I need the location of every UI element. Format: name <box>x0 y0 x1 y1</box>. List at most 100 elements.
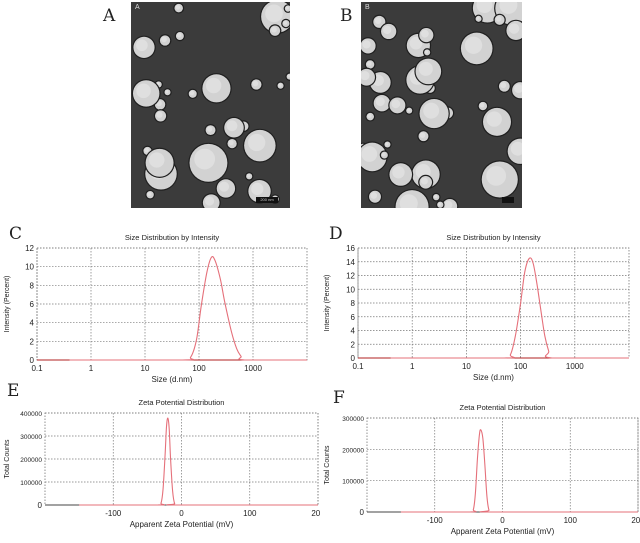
x-tick-label: 200 <box>631 516 640 525</box>
x-tick-label: 0.1 <box>352 362 364 371</box>
particle-highlight <box>409 36 423 50</box>
particle-highlight <box>444 200 453 208</box>
micrograph-b-scale-bar <box>502 197 514 203</box>
particle-highlight <box>136 83 151 99</box>
particle-highlight <box>508 23 520 34</box>
particle-highlight <box>219 181 230 192</box>
particle-highlight <box>246 174 251 178</box>
particle-highlight <box>283 20 288 25</box>
tem-micrograph-b: B <box>361 2 522 208</box>
panel-letter-a: A <box>103 6 116 26</box>
particle-highlight <box>437 202 442 206</box>
y-tick-label: 200000 <box>342 447 364 454</box>
x-axis-label: Apparent Zeta Potential (mV) <box>130 520 234 529</box>
y-tick-label: 0 <box>30 356 35 365</box>
particle-highlight <box>205 77 222 94</box>
particle-highlight <box>189 90 195 96</box>
particle-highlight <box>510 141 522 156</box>
series-line <box>390 257 629 359</box>
particle-highlight <box>486 165 507 186</box>
panel-letter-e: E <box>7 381 20 401</box>
x-tick-label: 0 <box>179 509 184 518</box>
particle-highlight <box>147 191 152 197</box>
x-tick-label: 100 <box>514 362 528 371</box>
y-tick-label: 4 <box>351 327 356 336</box>
micrograph-b-tag: B <box>365 4 370 11</box>
y-tick-label: 10 <box>346 285 355 294</box>
chart-zeta-potential-e: Zeta Potential Distribution -100 0 100 200 0 1… <box>0 388 325 538</box>
particle-highlight <box>149 152 165 168</box>
y-axis-label: Intensity (Percent) <box>4 276 11 333</box>
particle-highlight <box>194 148 216 170</box>
chart-size-distribution-d: Size Distribution by Intensity 0.1 1 10 100 1… <box>320 222 640 388</box>
particle-highlight <box>479 102 485 108</box>
chart-title: Zeta Potential Distribution <box>139 398 225 407</box>
particle-highlight <box>361 70 370 81</box>
y-tick-label: 200000 <box>20 457 42 464</box>
x-tick-label: -100 <box>427 516 444 525</box>
particle-highlight <box>420 177 428 185</box>
y-tick-label: 0 <box>38 501 43 510</box>
particle-highlight <box>362 40 371 49</box>
particle-highlight <box>382 25 392 35</box>
chart-title: Size Distribution by Intensity <box>125 233 219 242</box>
particle-highlight <box>476 2 493 14</box>
micrograph-a-tag: A <box>135 4 140 11</box>
plot-frame <box>366 417 639 513</box>
particle-highlight <box>251 182 264 196</box>
chart-title: Zeta Potential Distribution <box>460 403 546 412</box>
y-tick-label: 400000 <box>20 411 42 418</box>
micrograph-a-scale-bar: 200 nm <box>256 197 278 203</box>
x-tick-label: 10 <box>141 364 150 373</box>
particle-highlight <box>366 61 372 66</box>
chart-f-svg: Zeta Potential Distribution -100 0 100 200 0 1… <box>324 403 640 536</box>
particle-highlight <box>500 82 507 89</box>
particle-highlight <box>252 80 259 87</box>
y-axis-label: Intensity (Percent) <box>324 275 331 332</box>
panel-letter-b: B <box>340 6 353 26</box>
y-tick-label: 12 <box>25 244 34 253</box>
x-tick-label: 0.1 <box>31 364 43 373</box>
particle-highlight <box>367 113 372 118</box>
micrograph-b-image <box>361 2 522 208</box>
particle-highlight <box>433 194 438 199</box>
particle-highlight <box>156 111 163 118</box>
particle-highlight <box>278 83 282 87</box>
particle-highlight <box>423 102 440 119</box>
y-tick-label: 2 <box>351 340 356 349</box>
y-tick-label: 2 <box>30 337 35 346</box>
y-tick-label: 14 <box>346 258 355 267</box>
particle-highlight <box>392 166 405 179</box>
particle-highlight <box>228 140 234 146</box>
particle-highlight <box>391 99 401 109</box>
y-tick-label: 100000 <box>342 479 364 486</box>
particle-highlight <box>206 126 213 132</box>
particle-highlight <box>271 26 277 33</box>
particle-highlight <box>165 90 169 94</box>
particle-highlight <box>374 17 382 24</box>
x-tick-label: 100 <box>564 516 578 525</box>
series-line <box>79 417 318 506</box>
particle-highlight <box>176 33 182 38</box>
y-tick-label: 8 <box>30 281 35 290</box>
chart-zeta-potential-f: Zeta Potential Distribution -100 0 100 200 0 1… <box>320 388 640 538</box>
particle-highlight <box>161 36 167 43</box>
particle-highlight <box>226 120 238 132</box>
particle-highlight <box>424 50 429 54</box>
particle-highlight <box>204 196 215 206</box>
particle-highlight <box>385 142 389 146</box>
chart-e-svg: Zeta Potential Distribution -100 0 100 200 0 1… <box>4 398 325 529</box>
particle-highlight <box>486 111 502 127</box>
x-tick-label: 100 <box>243 509 257 518</box>
x-tick-label: 1 <box>410 362 415 371</box>
x-tick-label: 10 <box>462 362 471 371</box>
particle-highlight <box>361 146 378 162</box>
particle-highlight <box>285 6 290 10</box>
x-tick-label: 200 <box>311 509 320 518</box>
x-axis-label: Apparent Zeta Potential (mV) <box>451 527 555 536</box>
chart-title: Size Distribution by Intensity <box>446 233 540 242</box>
y-tick-label: 12 <box>346 272 355 281</box>
x-tick-label: -100 <box>105 509 122 518</box>
series-line <box>69 256 307 361</box>
